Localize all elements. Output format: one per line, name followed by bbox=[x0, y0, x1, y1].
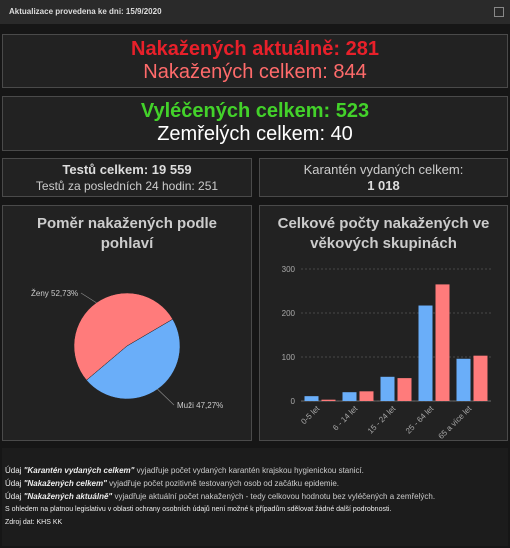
notes: Údaj "Karantén vydaných celkem" vyjadřuj… bbox=[5, 464, 508, 503]
leader-line bbox=[157, 389, 175, 406]
slice-value: 52,73% bbox=[51, 289, 78, 298]
total-infected: Nakažených celkem: 844 bbox=[3, 61, 507, 84]
note: Údaj "Nakažených celkem" vyjadřuje počet… bbox=[5, 477, 508, 490]
bar bbox=[380, 376, 395, 401]
x-tick-label: 15 - 24 let bbox=[366, 404, 398, 436]
chart-title: Celkové počty nakažených ve věkových sku… bbox=[277, 215, 490, 252]
bar bbox=[359, 391, 374, 401]
note: Údaj "Karantén vydaných celkem" vyjadřuj… bbox=[5, 464, 508, 477]
bar bbox=[321, 399, 336, 401]
note-text: vyjadřuje počet pozitivně testovaných os… bbox=[109, 479, 340, 488]
slice-value: 47,27% bbox=[196, 401, 223, 410]
tests-panel: Testů celkem: 19 559 Testů za posledních… bbox=[2, 158, 252, 197]
note-term: "Karantén vydaných celkem" bbox=[23, 466, 135, 475]
note-term: "Nakažených celkem" bbox=[23, 479, 107, 488]
bar bbox=[304, 396, 319, 401]
y-tick-label: 300 bbox=[282, 265, 296, 274]
x-tick-label: 65 a více let bbox=[437, 404, 474, 440]
deaths: Zemřelých celkem: 40 bbox=[3, 123, 507, 146]
bar-panel: Celkové počty nakažených ve věkových sku… bbox=[259, 205, 508, 441]
bar bbox=[473, 355, 488, 401]
note-text: vyjadřuje aktuální počet nakažených - te… bbox=[114, 492, 436, 501]
slice-label: Muži 47,27% bbox=[177, 401, 223, 410]
legal-note: S ohledem na platnou legislativu v oblas… bbox=[5, 506, 392, 513]
value: 19 559 bbox=[151, 162, 192, 177]
tests-24h: Testů za posledních 24 hodin: 251 bbox=[3, 178, 251, 194]
label: Nakažených aktuálně: bbox=[131, 38, 341, 60]
bar bbox=[397, 378, 412, 401]
active-infected: Nakažených aktuálně: 281 bbox=[3, 38, 507, 61]
slice-label: Ženy 52,73% bbox=[31, 289, 78, 298]
pie-chart: Ženy 52,73% Muži 47,27% bbox=[31, 289, 223, 410]
note: Údaj "Nakažených aktuálně" vyjadřuje akt… bbox=[5, 490, 508, 503]
note-text: vyjadřuje počet vydaných karantén krajsk… bbox=[136, 466, 364, 475]
infected-panel: Nakažených aktuálně: 281 Nakažených celk… bbox=[2, 34, 508, 88]
slice-category: Muži bbox=[177, 401, 194, 410]
x-tick-label: 6 - 14 let bbox=[331, 404, 360, 433]
bar bbox=[342, 392, 357, 401]
note-prefix: Údaj bbox=[5, 479, 22, 488]
recovered: Vyléčených celkem: 523 bbox=[3, 100, 507, 123]
update-date: Aktualizace provedena ke dni: 15/9/2020 bbox=[9, 7, 162, 16]
quarantine-panel: Karantén vydaných celkem: 1 018 bbox=[259, 158, 508, 197]
note-term: "Nakažených aktuálně" bbox=[23, 492, 113, 501]
y-tick-label: 200 bbox=[282, 309, 296, 318]
source: Zdroj dat: KHS KK bbox=[5, 519, 63, 526]
notes-panel: Údaj "Karantén vydaných celkem" vyjadřuj… bbox=[2, 448, 508, 546]
tests-total: Testů celkem: 19 559 bbox=[3, 162, 251, 178]
quarantine-label: Karantén vydaných celkem: bbox=[303, 162, 464, 177]
recovered-panel: Vyléčených celkem: 523 Zemřelých celkem:… bbox=[2, 96, 508, 151]
y-tick-label: 100 bbox=[282, 353, 296, 362]
leader-line bbox=[80, 292, 97, 304]
x-tick-label: 25 - 64 let bbox=[404, 404, 436, 436]
pie-panel: Poměr nakažených podle pohlaví Ženy 52,7… bbox=[2, 205, 252, 441]
label: Nakažených celkem: bbox=[143, 61, 328, 83]
chart-title: Poměr nakažených podle pohlaví bbox=[36, 215, 218, 252]
note-prefix: Údaj bbox=[5, 492, 22, 501]
top-bar: Aktualizace provedena ke dni: 15/9/2020 bbox=[0, 0, 510, 24]
value: 251 bbox=[198, 179, 219, 193]
pie-slice bbox=[73, 292, 174, 381]
fullscreen-icon[interactable] bbox=[494, 7, 504, 17]
y-tick-label: 0 bbox=[291, 397, 296, 406]
value: 844 bbox=[333, 61, 367, 83]
value: 40 bbox=[330, 123, 353, 145]
x-tick-label: 0-5 let bbox=[299, 404, 322, 427]
value: 281 bbox=[345, 38, 379, 60]
bar bbox=[418, 305, 433, 401]
label: Testů za posledních 24 hodin: bbox=[35, 179, 195, 193]
quarantine-value: 1 018 bbox=[367, 178, 400, 193]
note-prefix: Údaj bbox=[5, 466, 22, 475]
bar-chart: 0 100 200 300 0-5 let 6 - 14 let 15 - 24 let 25… bbox=[282, 265, 491, 440]
bar bbox=[456, 358, 471, 401]
label: Vyléčených celkem: bbox=[140, 100, 331, 122]
bar bbox=[435, 284, 450, 401]
value: 523 bbox=[335, 100, 370, 122]
slice-category: Ženy bbox=[31, 289, 49, 298]
label: Testů celkem: bbox=[62, 162, 149, 177]
label: Zemřelých celkem: bbox=[157, 123, 325, 145]
